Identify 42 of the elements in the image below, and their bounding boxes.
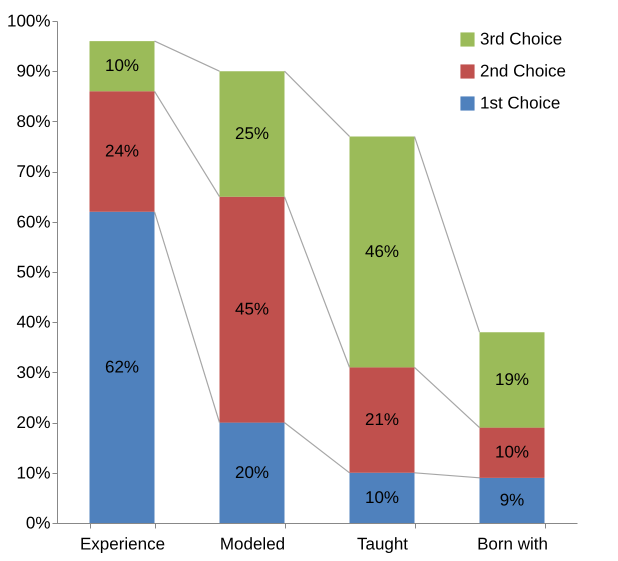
data-label: 21% [364, 410, 400, 430]
x-tick-label: Modeled [220, 534, 286, 554]
bar [90, 91, 154, 212]
y-tick-label: 40% [16, 312, 50, 332]
y-tick-label: 20% [16, 413, 50, 432]
x-tick-label: Experience [80, 534, 166, 554]
data-label: 9% [500, 490, 524, 510]
y-tick-label: 30% [16, 362, 50, 382]
legend-label: 3rd Choice [480, 30, 562, 48]
data-label: 10% [494, 442, 530, 462]
bar [480, 478, 544, 523]
data-label: 19% [494, 370, 530, 389]
data-label: 20% [234, 462, 270, 482]
bar [220, 422, 284, 523]
bar [220, 71, 284, 197]
y-tick-label: 70% [16, 162, 50, 182]
data-label: 25% [234, 124, 270, 143]
bar [90, 212, 154, 523]
legend-label: 1st Choice [480, 94, 560, 112]
data-label: 45% [234, 300, 270, 319]
y-tick-label: 80% [16, 112, 50, 131]
y-tick-label: 60% [16, 212, 50, 232]
bar [350, 367, 414, 473]
x-tick-label: Born with [477, 534, 548, 554]
bar [350, 472, 414, 523]
x-tick-label: Taught [356, 534, 408, 554]
data-label: 62% [104, 357, 140, 376]
data-label: 10% [104, 56, 140, 76]
bar [220, 196, 284, 423]
legend-label: 2nd Choice [480, 62, 566, 80]
y-tick-label: 10% [16, 463, 50, 482]
y-tick-label: 100% [7, 12, 50, 30]
bar [480, 428, 544, 478]
bar [480, 332, 544, 428]
data-label: 10% [364, 488, 400, 507]
y-tick-label: 50% [16, 262, 50, 282]
data-label: 24% [104, 142, 140, 161]
y-tick-label: 0% [26, 514, 50, 532]
y-tick-label: 90% [16, 62, 50, 81]
bar [90, 41, 154, 92]
bar [350, 136, 414, 368]
data-label: 46% [364, 242, 400, 261]
